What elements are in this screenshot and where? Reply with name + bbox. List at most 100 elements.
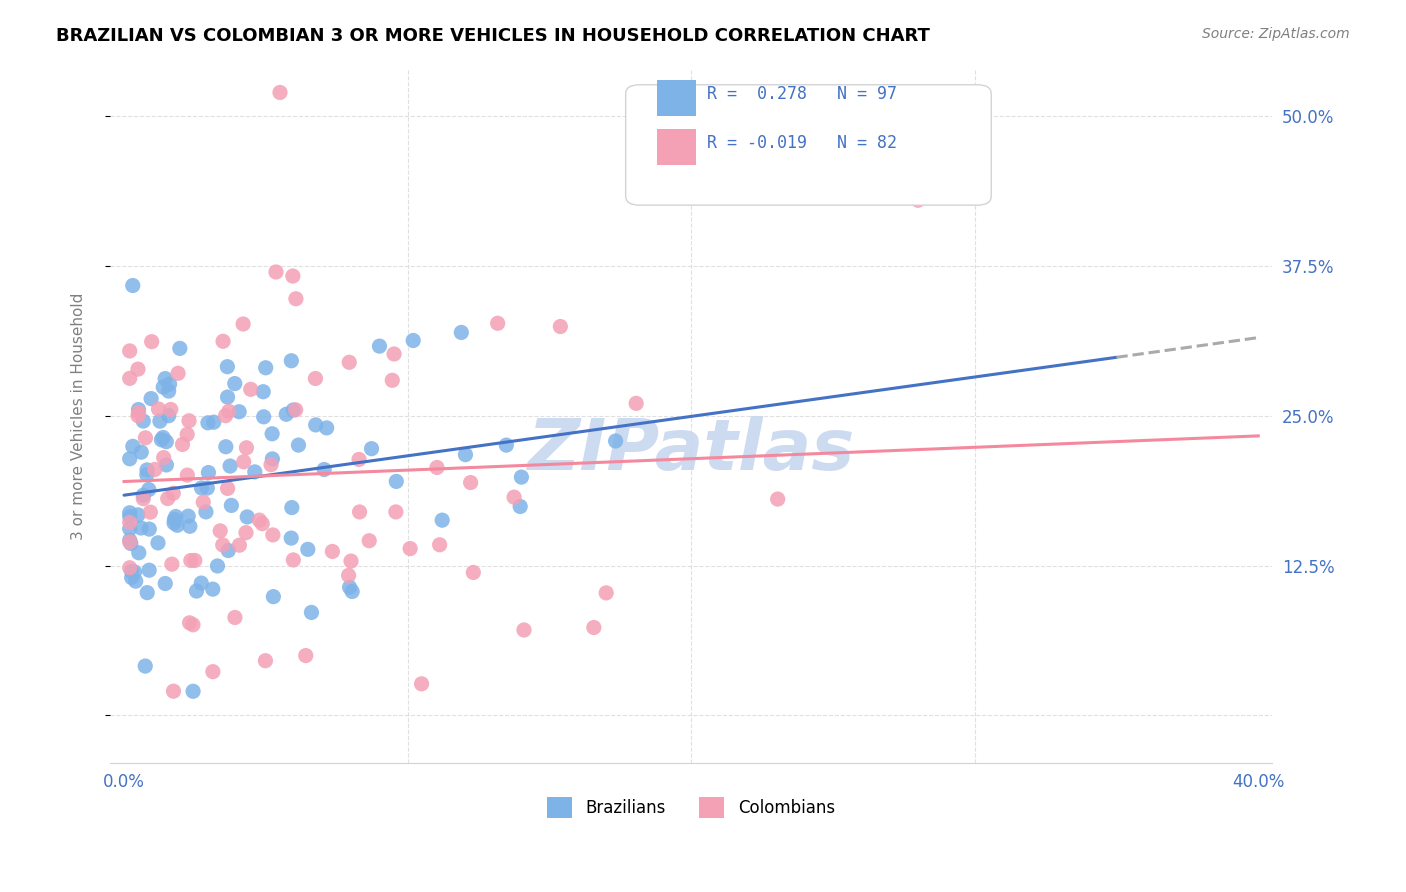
Brazilians bbox=[138, 483, 160, 497]
Brazilians bbox=[120, 536, 142, 550]
Colombians bbox=[513, 623, 536, 637]
Brazilians bbox=[314, 462, 336, 476]
Colombians bbox=[181, 617, 204, 632]
Brazilians bbox=[127, 508, 149, 522]
Brazilians bbox=[509, 500, 531, 514]
Brazilians bbox=[150, 433, 173, 447]
Brazilians bbox=[186, 584, 208, 599]
Colombians bbox=[321, 544, 343, 558]
Text: R = -0.019   N = 82: R = -0.019 N = 82 bbox=[707, 134, 897, 152]
Brazilians bbox=[124, 565, 146, 579]
Brazilians bbox=[228, 405, 250, 419]
Colombians bbox=[118, 371, 141, 385]
Colombians bbox=[162, 684, 184, 698]
Colombians bbox=[167, 367, 190, 381]
Brazilians bbox=[253, 409, 276, 424]
Brazilians bbox=[450, 326, 472, 340]
Brazilians bbox=[339, 580, 361, 594]
Brazilians bbox=[217, 359, 239, 374]
Colombians bbox=[254, 654, 277, 668]
Colombians bbox=[127, 362, 149, 376]
Brazilians bbox=[163, 512, 186, 526]
Brazilians bbox=[129, 445, 152, 459]
Brazilians bbox=[136, 585, 159, 599]
Brazilians bbox=[495, 438, 517, 452]
Colombians bbox=[128, 406, 150, 420]
Brazilians bbox=[219, 458, 242, 473]
Brazilians bbox=[163, 516, 186, 530]
Brazilians bbox=[276, 407, 298, 421]
Brazilians bbox=[340, 584, 363, 599]
Brazilians bbox=[454, 448, 477, 462]
Brazilians bbox=[146, 536, 169, 550]
Colombians bbox=[283, 553, 305, 567]
Colombians bbox=[281, 268, 304, 283]
Brazilians bbox=[287, 438, 309, 452]
Colombians bbox=[118, 534, 141, 549]
Brazilians bbox=[262, 426, 284, 441]
Brazilians bbox=[252, 384, 274, 399]
Brazilians bbox=[155, 576, 177, 591]
Colombians bbox=[349, 505, 371, 519]
Brazilians bbox=[224, 376, 246, 391]
Colombians bbox=[624, 396, 647, 410]
Brazilians bbox=[510, 470, 533, 484]
Colombians bbox=[118, 343, 141, 358]
Brazilians bbox=[262, 451, 284, 466]
Colombians bbox=[180, 553, 202, 567]
Brazilians bbox=[202, 415, 225, 429]
Brazilians bbox=[127, 402, 149, 417]
Brazilians bbox=[254, 360, 277, 375]
Colombians bbox=[228, 538, 250, 552]
Brazilians bbox=[281, 500, 304, 515]
Colombians bbox=[232, 455, 254, 469]
Brazilians bbox=[118, 522, 141, 536]
Colombians bbox=[595, 586, 617, 600]
Colombians bbox=[132, 491, 155, 506]
Brazilians bbox=[157, 409, 180, 423]
Colombians bbox=[385, 505, 408, 519]
Colombians bbox=[159, 402, 181, 417]
Colombians bbox=[337, 568, 360, 582]
Brazilians bbox=[121, 564, 143, 578]
Brazilians bbox=[155, 434, 177, 449]
Brazilians bbox=[138, 563, 160, 577]
Colombians bbox=[340, 554, 363, 568]
Brazilians bbox=[605, 434, 627, 448]
Colombians bbox=[294, 648, 316, 663]
Brazilians bbox=[159, 377, 181, 392]
Brazilians bbox=[157, 384, 180, 398]
Colombians bbox=[217, 482, 239, 496]
Colombians bbox=[232, 317, 254, 331]
Brazilians bbox=[138, 522, 160, 536]
Brazilians bbox=[152, 380, 174, 394]
Colombians bbox=[141, 334, 163, 349]
Brazilians bbox=[283, 403, 305, 417]
Colombians bbox=[907, 194, 929, 208]
Brazilians bbox=[197, 466, 219, 480]
Brazilians bbox=[215, 440, 238, 454]
Brazilians bbox=[280, 353, 302, 368]
Colombians bbox=[235, 441, 257, 455]
Colombians bbox=[235, 525, 257, 540]
Brazilians bbox=[243, 465, 266, 479]
Colombians bbox=[399, 541, 422, 556]
Colombians bbox=[252, 516, 274, 531]
Y-axis label: 3 or more Vehicles in Household: 3 or more Vehicles in Household bbox=[72, 293, 86, 540]
Colombians bbox=[262, 528, 284, 542]
Brazilians bbox=[262, 590, 284, 604]
Colombians bbox=[218, 404, 240, 418]
Colombians bbox=[127, 409, 149, 423]
Colombians bbox=[179, 615, 201, 630]
Brazilians bbox=[368, 339, 391, 353]
Brazilians bbox=[197, 416, 219, 430]
Brazilians bbox=[155, 458, 177, 472]
Brazilians bbox=[301, 606, 323, 620]
Brazilians bbox=[136, 463, 159, 477]
Brazilians bbox=[190, 481, 212, 495]
Colombians bbox=[211, 538, 233, 552]
Colombians bbox=[162, 486, 184, 500]
Colombians bbox=[582, 620, 605, 634]
Colombians bbox=[381, 373, 404, 387]
Colombians bbox=[209, 524, 232, 538]
